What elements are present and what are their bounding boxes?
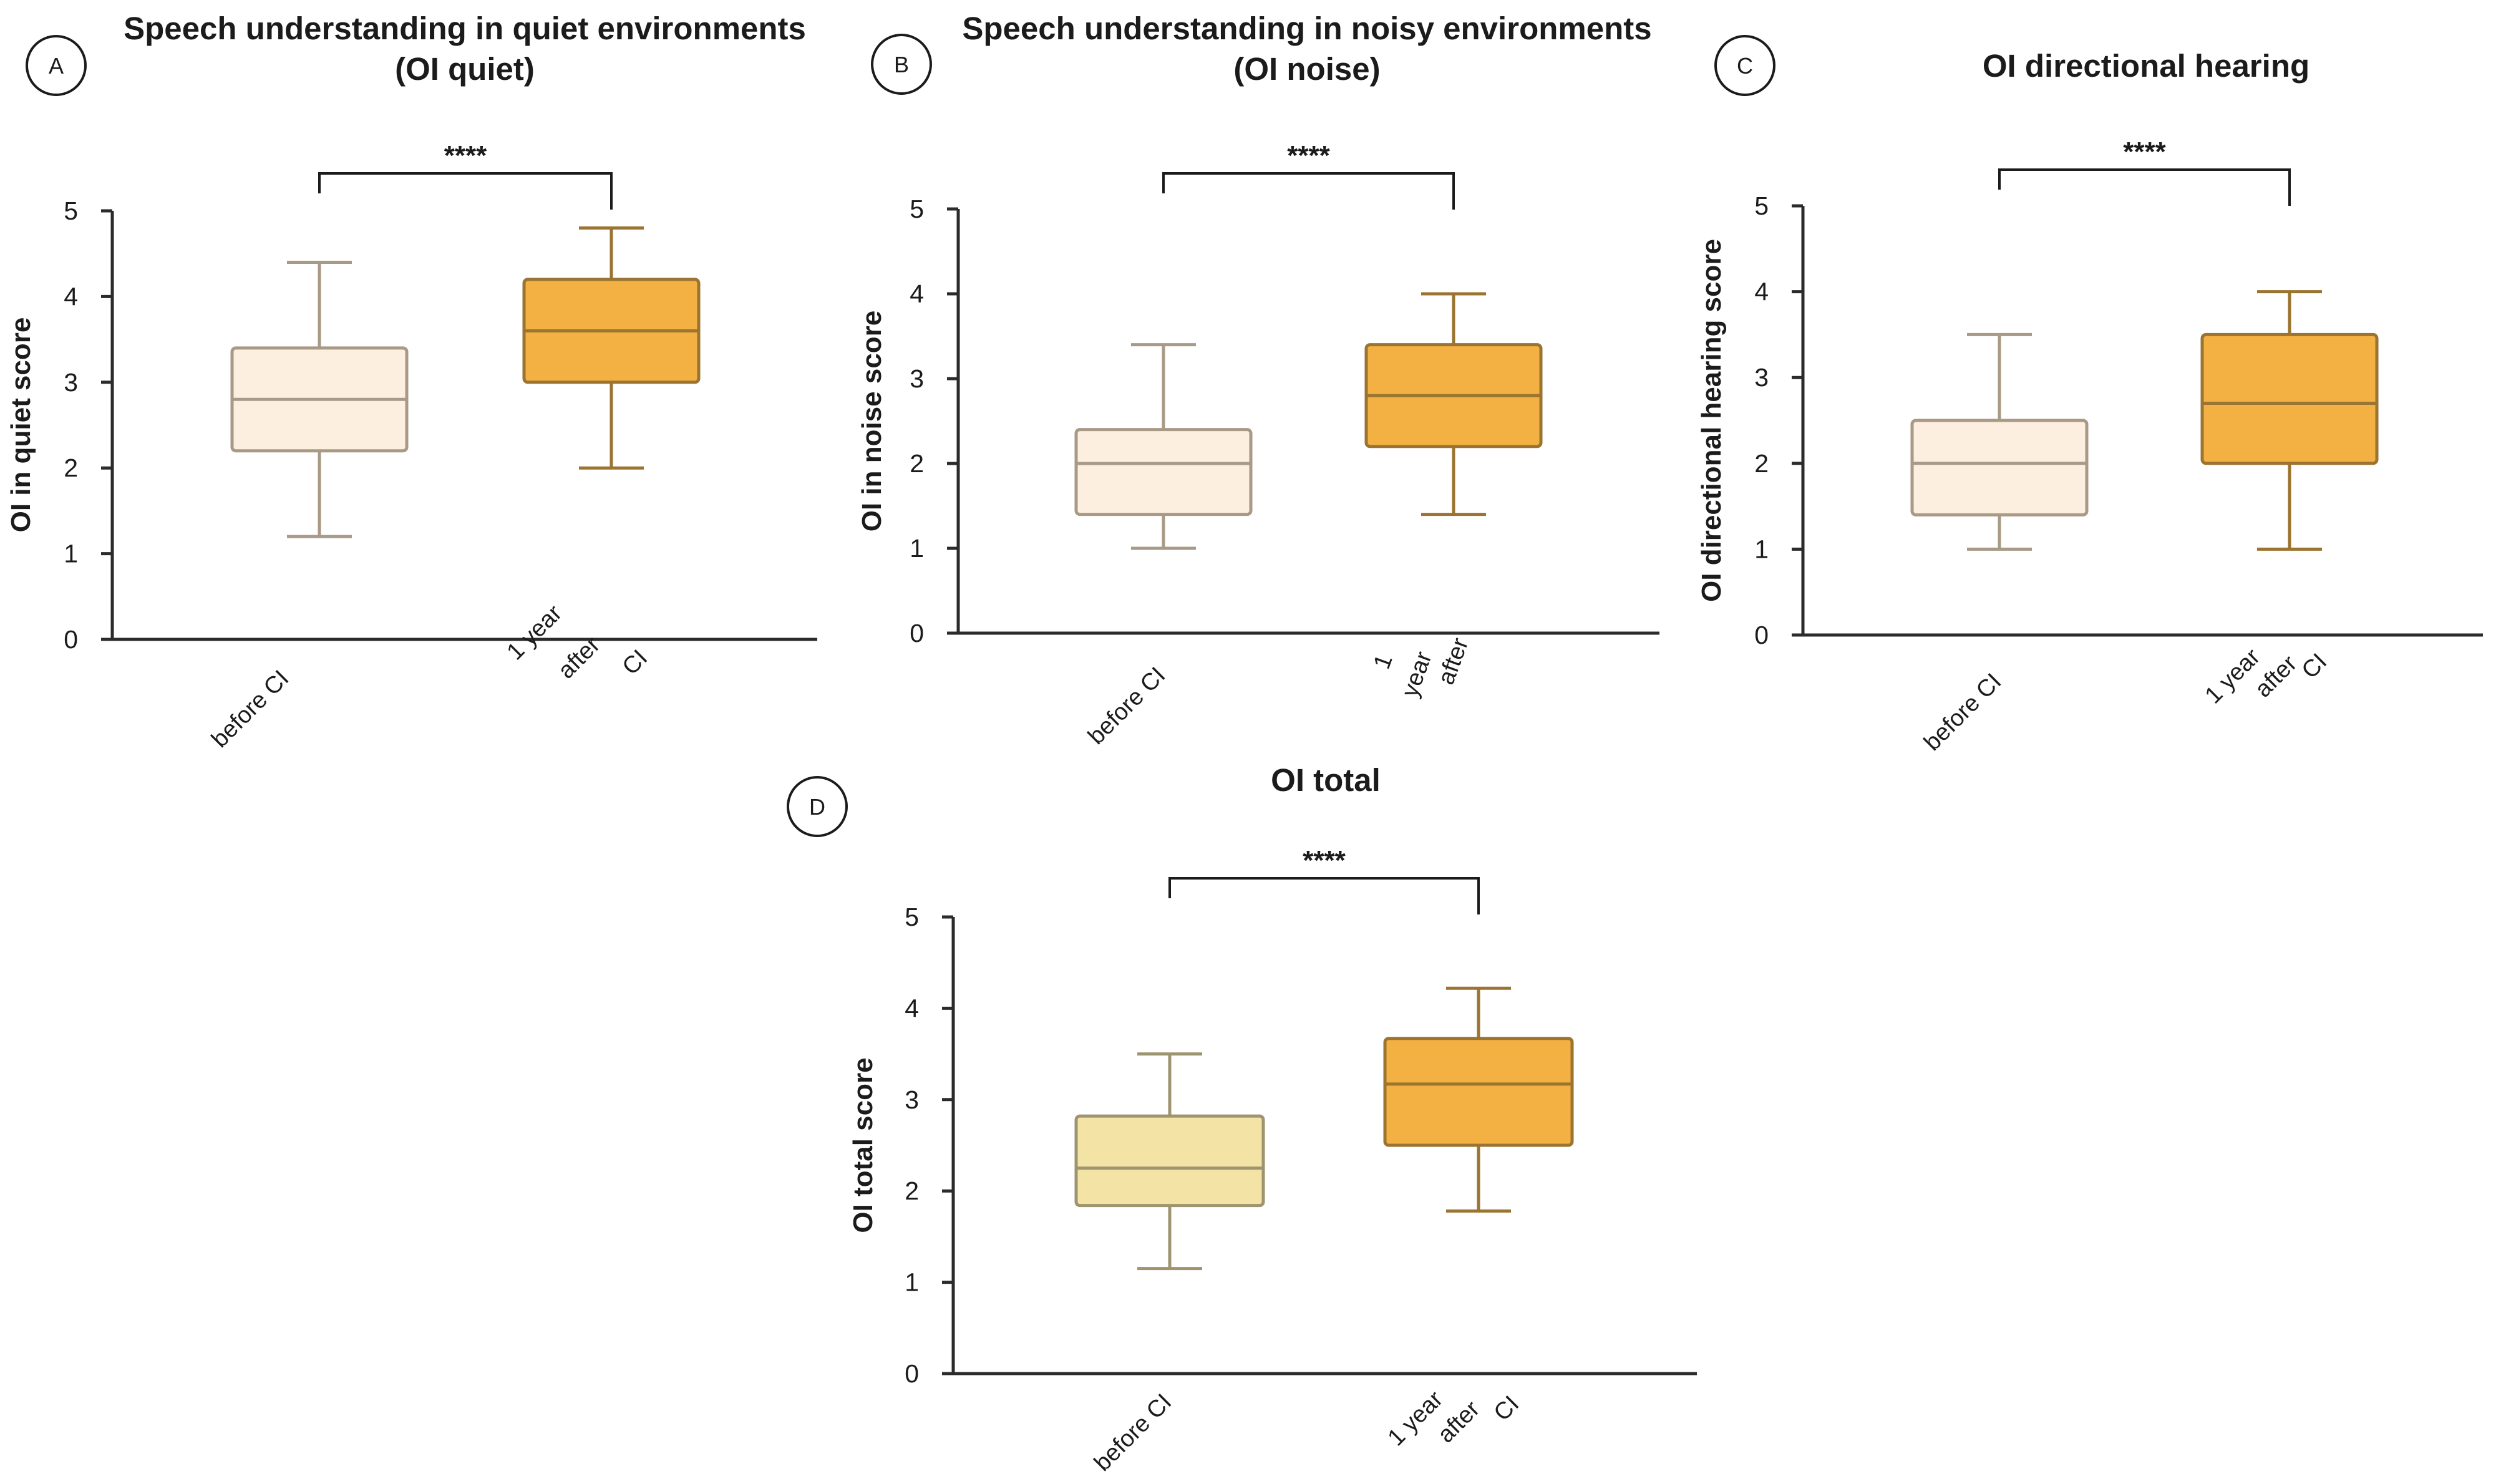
- x-tick-label: before CI: [206, 666, 294, 753]
- y-tick-label: 2: [910, 449, 924, 478]
- panel-label: D: [809, 794, 825, 820]
- panel-label-circle: [26, 35, 87, 96]
- y-tick-label: 4: [905, 994, 919, 1022]
- y-axis-label: OI in noise score: [857, 311, 887, 532]
- significance-bracket: [1998, 168, 2291, 206]
- y-tick-label: 0: [1754, 621, 1769, 649]
- y-tick-label: 2: [905, 1176, 919, 1205]
- panel-d: D OI total 0 1 2 3 4 5 OI total score **** before …: [787, 762, 1697, 1477]
- x-tick-label: 1 year: [2200, 644, 2266, 709]
- x-tick-label: before CI: [1089, 1389, 1177, 1477]
- y-axis-label: OI in quiet score: [6, 318, 36, 533]
- box-after-ci: [1383, 986, 1574, 1213]
- box-after-ci: [522, 226, 701, 470]
- panel-b: B Speech understanding in noisy environme…: [857, 11, 1659, 750]
- panel-a: A Speech understanding in quiet environme…: [6, 11, 817, 753]
- y-tick-label: 1: [910, 534, 924, 563]
- x-tick-label: before CI: [1083, 662, 1170, 750]
- significance-label: ****: [1303, 845, 1346, 876]
- panel-label: B: [894, 52, 909, 77]
- y-tick-label: 3: [64, 368, 78, 397]
- panel-label-circle: [871, 34, 932, 95]
- significance-label: ****: [444, 140, 487, 171]
- y-tick-label: 5: [910, 195, 924, 223]
- y-axis-label: OI directional hearing score: [1696, 239, 1727, 602]
- y-tick-label: 3: [910, 364, 924, 393]
- iqr-box: [1383, 1037, 1574, 1147]
- chart-title: OI directional hearing: [1983, 48, 2309, 84]
- x-tick-label: CI: [618, 645, 653, 681]
- x-tick-label: 1 year: [1383, 1386, 1449, 1452]
- panel-label-circle: [1714, 35, 1775, 96]
- chart-title: (OI noise): [1233, 51, 1380, 87]
- y-tick-label: 3: [1754, 363, 1769, 392]
- x-tick-label: year: [1397, 648, 1437, 701]
- y-tick-label: 5: [64, 196, 78, 225]
- y-tick-label: 1: [905, 1268, 919, 1297]
- significance-label: ****: [1287, 140, 1330, 171]
- x-tick-label: CI: [1489, 1391, 1525, 1427]
- y-axis-label: OI total score: [848, 1057, 878, 1233]
- significance-bracket: [1162, 172, 1455, 210]
- y-tick-label: 4: [910, 279, 924, 308]
- panel-c: C OI directional hearing 0 1 2 3 4 5 OI directio…: [1696, 35, 2483, 756]
- iqr-box: [1074, 1114, 1265, 1208]
- panel-label-circle: [787, 776, 848, 837]
- y-tick-label: 0: [64, 625, 78, 654]
- y-tick-label: 4: [64, 282, 78, 311]
- x-tick-label: after: [1433, 634, 1474, 688]
- y-tick-label: 2: [1754, 449, 1769, 478]
- y-tick-label: 4: [1754, 278, 1769, 306]
- significance-label: ****: [2123, 137, 2166, 167]
- box-before-ci: [1074, 343, 1253, 550]
- x-tick-label: 1 year: [502, 600, 568, 666]
- box-after-ci: [2200, 290, 2379, 551]
- x-tick-label: 1: [1369, 651, 1398, 672]
- box-after-ci: [1364, 292, 1543, 516]
- box-before-ci: [1910, 332, 2089, 551]
- iqr-box: [1910, 419, 2089, 516]
- x-tick-label: CI: [2297, 649, 2333, 684]
- chart-title: (OI quiet): [395, 51, 535, 87]
- box-before-ci: [230, 260, 409, 538]
- significance-bracket: [318, 172, 613, 210]
- chart-title: OI total: [1271, 762, 1381, 798]
- significance-bracket: [1168, 877, 1480, 914]
- panel-label: C: [1737, 53, 1753, 79]
- iqr-box: [1074, 428, 1253, 516]
- iqr-box: [2200, 332, 2379, 465]
- y-tick-label: 1: [1754, 535, 1769, 563]
- y-tick-label: 5: [1754, 192, 1769, 220]
- panel-label: A: [49, 53, 64, 79]
- y-tick-label: 5: [905, 903, 919, 931]
- y-tick-label: 0: [905, 1359, 919, 1388]
- chart-title: Speech understanding in noisy environmen…: [962, 11, 1651, 46]
- x-tick-label: before CI: [1919, 669, 2006, 756]
- chart-title: Speech understanding in quiet environmen…: [124, 11, 806, 46]
- y-tick-label: 0: [910, 619, 924, 647]
- box-before-ci: [1074, 1052, 1265, 1271]
- y-tick-label: 2: [64, 453, 78, 482]
- y-tick-label: 3: [905, 1085, 919, 1114]
- y-tick-label: 1: [64, 540, 78, 568]
